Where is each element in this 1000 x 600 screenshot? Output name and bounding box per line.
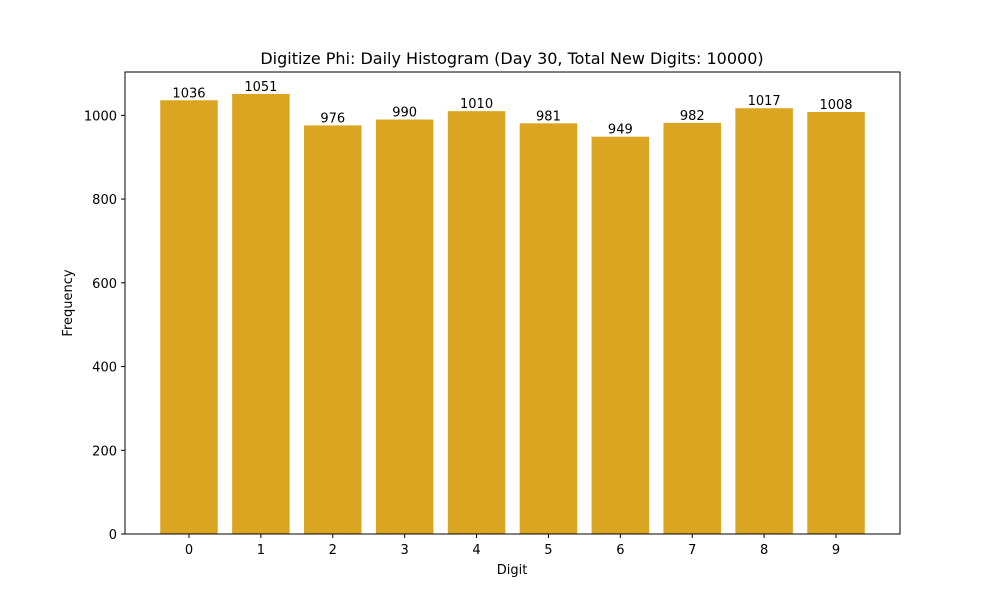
plot-frame xyxy=(124,71,901,535)
x-tick-label: 4 xyxy=(472,543,480,558)
bar-digit-5 xyxy=(519,123,578,534)
bar-value-label: 1051 xyxy=(244,80,277,95)
bar-value-label: 1008 xyxy=(819,98,852,113)
x-axis-ticks: 0 1 2 3 4 5 6 7 8 9 xyxy=(185,534,840,558)
bar-digit-1 xyxy=(232,94,290,534)
bar-value-label: 981 xyxy=(536,109,561,124)
x-tick-label: 2 xyxy=(329,543,337,558)
x-tick-label: 8 xyxy=(760,543,768,558)
bar-digit-6 xyxy=(591,136,650,534)
y-axis-label: Frequency xyxy=(61,269,76,336)
x-tick-label: 5 xyxy=(544,543,552,558)
bar-digit-0 xyxy=(160,100,218,535)
y-tick-label: 400 xyxy=(92,361,117,376)
y-axis-ticks: 0 200 400 600 800 1000 xyxy=(84,109,125,543)
x-tick-label: 0 xyxy=(185,543,193,558)
bar-digit-8 xyxy=(735,108,793,534)
bar-value-label: 1017 xyxy=(748,94,781,109)
bar-digit-3 xyxy=(375,119,434,534)
y-tick-label: 0 xyxy=(109,528,117,543)
bar-digit-9 xyxy=(807,112,865,535)
x-tick-label: 7 xyxy=(688,543,696,558)
x-axis-label: Digit xyxy=(497,563,528,578)
y-tick-label: 1000 xyxy=(84,109,117,124)
x-tick-label: 9 xyxy=(832,543,840,558)
bar-value-label: 1010 xyxy=(460,97,493,112)
x-tick-label: 3 xyxy=(401,543,409,558)
x-tick-label: 6 xyxy=(616,543,624,558)
bar-labels-group: 1036 1051 976 990 1010 981 949 982 1017 1008 xyxy=(172,80,852,138)
y-tick-label: 600 xyxy=(92,277,117,292)
bar-value-label: 1036 xyxy=(172,86,205,101)
y-tick-label: 200 xyxy=(92,444,117,459)
y-tick-label: 800 xyxy=(92,193,117,208)
bar-value-label: 949 xyxy=(608,123,633,138)
bar-value-label: 976 xyxy=(320,111,345,126)
chart-title: Digitize Phi: Daily Histogram (Day 30, T… xyxy=(260,49,763,68)
bar-value-label: 982 xyxy=(680,109,705,124)
x-tick-label: 1 xyxy=(257,543,265,558)
bar-value-label: 990 xyxy=(392,106,417,121)
bar-digit-4 xyxy=(447,111,506,534)
bar-digit-7 xyxy=(663,122,721,534)
bar-digit-2 xyxy=(304,125,362,534)
bars-group xyxy=(160,94,865,535)
